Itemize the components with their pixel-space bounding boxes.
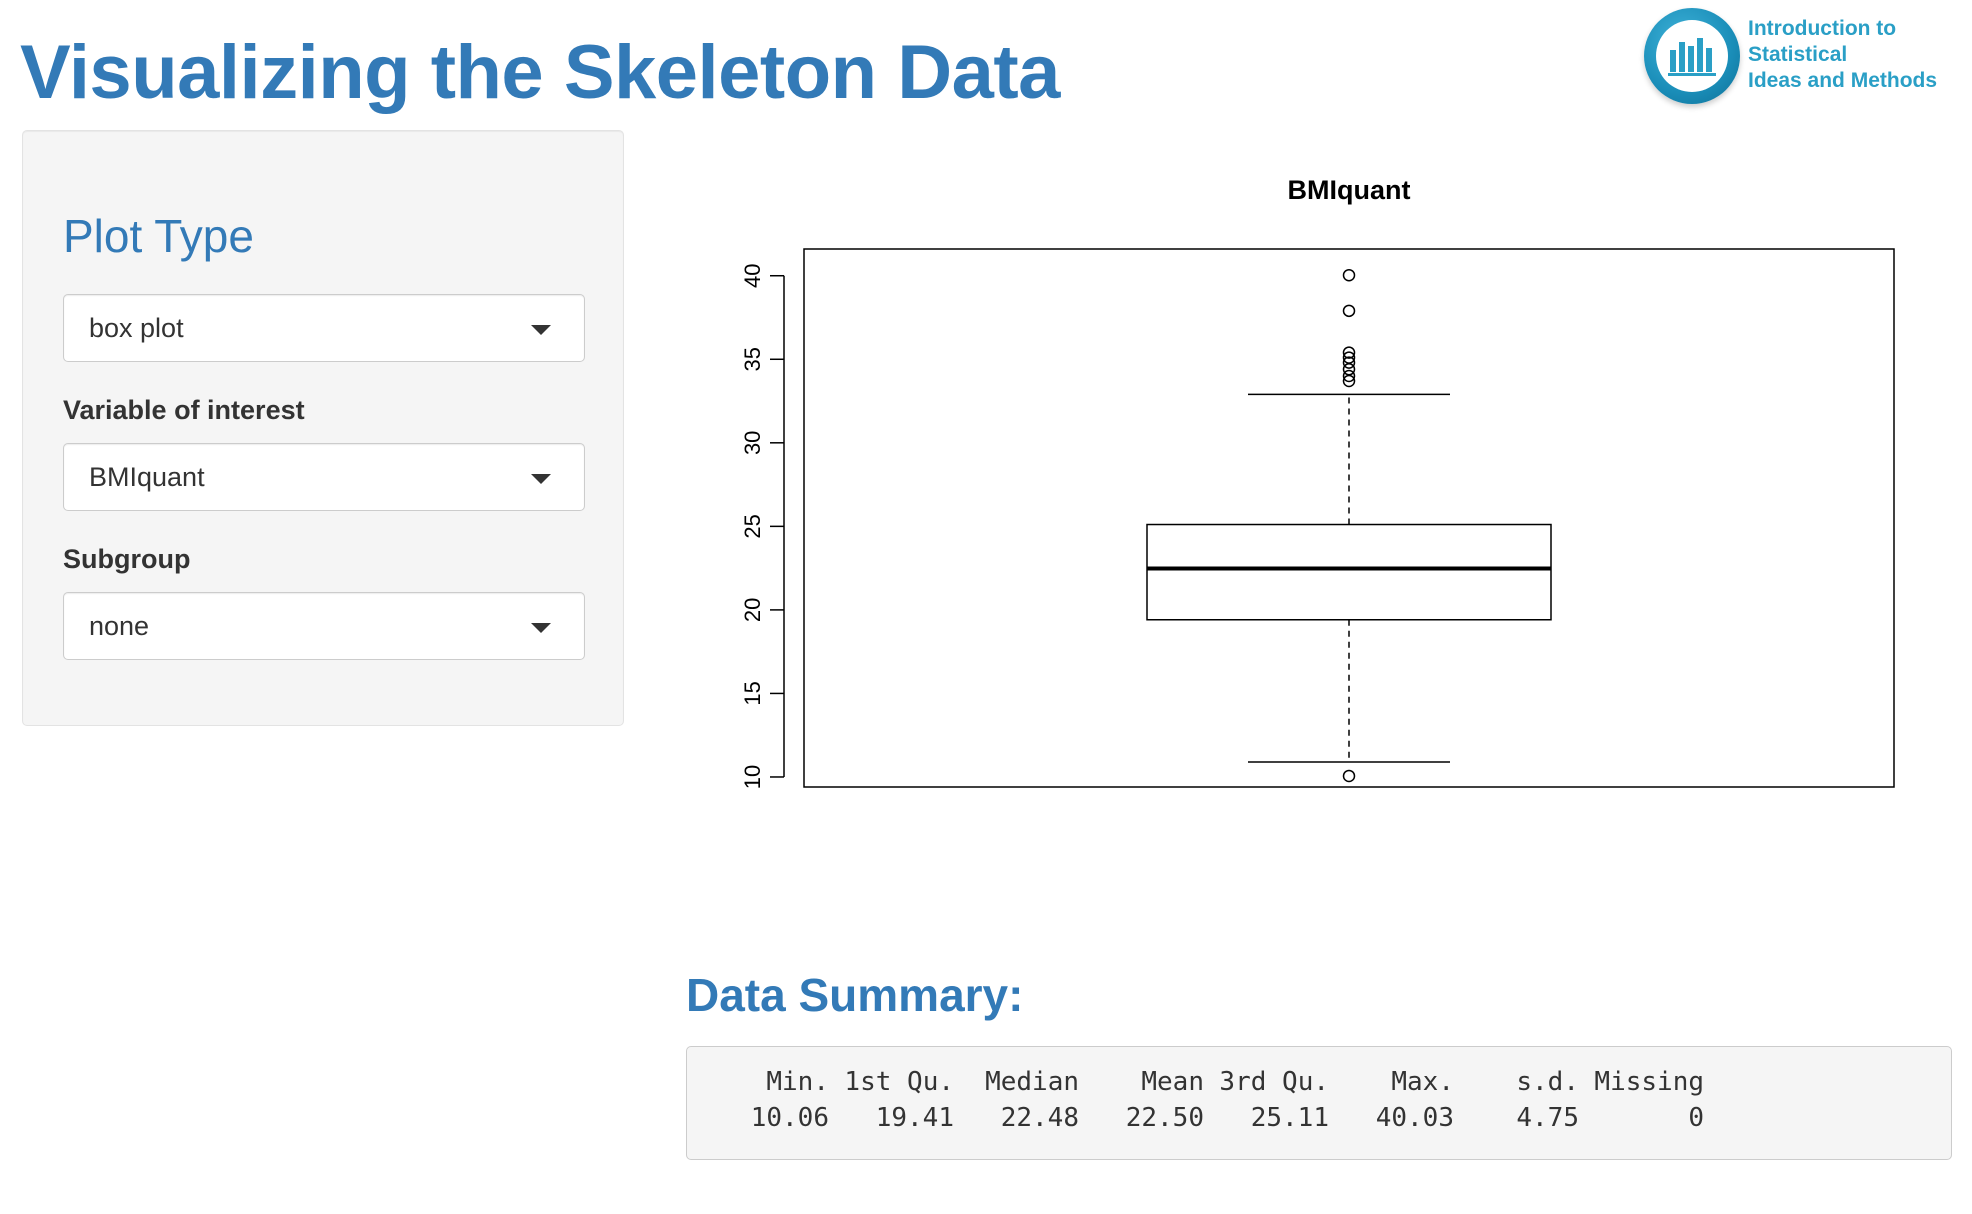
summary-value-cell: 25.11 [1250,1103,1329,1133]
logo-text: Introduction to Statistical Ideas and Me… [1748,16,1937,94]
y-tick-label: 15 [740,681,765,705]
iqr-box [1146,523,1552,621]
logo-badge [1644,8,1740,104]
y-tick-label: 20 [740,598,765,622]
y-tick-label: 30 [740,431,765,455]
box-plot-chart: BMIquant 10 15 20 25 30 35 40 [690,150,1950,810]
chevron-down-icon [531,623,551,633]
variable-label: Variable of interest [63,395,305,425]
plot-type-select[interactable]: box plot [63,294,585,362]
variable-select[interactable]: BMIquant [63,443,585,511]
summary-value-cell: 0 [1688,1103,1704,1133]
course-logo: Introduction to Statistical Ideas and Me… [1644,8,1954,112]
summary-value-cell: 22.50 [1125,1103,1204,1133]
y-tick-label: 35 [740,347,765,371]
summary-header-cell: 1st Qu. [844,1067,954,1097]
outlier-point [1342,304,1356,318]
outlier-point [1342,346,1356,359]
bar-chart-icon [1668,38,1716,76]
summary-value-cell: 10.06 [750,1103,829,1133]
summary-header-cell: Max. [1391,1067,1454,1097]
summary-header-cell: Median [985,1067,1079,1097]
plot-frame [803,248,1895,788]
chevron-down-icon [531,474,551,484]
y-tick-label: 10 [740,765,765,789]
summary-header-cell: 3rd Qu. [1219,1067,1329,1097]
summary-header-row: Min. 1st Qu. Median Mean 3rd Qu. Max. s.d. Miss… [687,1067,1951,1101]
outlier-point [1342,268,1356,282]
chevron-down-icon [531,325,551,335]
summary-header-cell: Mean [1141,1067,1204,1097]
summary-header-cell: s.d. [1516,1067,1579,1097]
y-tick-label: 40 [740,263,765,287]
summary-heading: Data Summary: [686,969,1024,1021]
logo-line: Introduction to [1748,17,1897,40]
chart-canvas: BMIquant 10 15 20 25 30 35 40 [740,175,1895,789]
page-title: Visualizing the Skeleton Data [20,30,1060,115]
summary-value-row: 10.06 19.41 22.48 22.50 25.11 40.03 4.75 0 [687,1103,1951,1137]
summary-value-cell: 4.75 [1516,1103,1579,1133]
summary-value-cell: 22.48 [1000,1103,1079,1133]
y-tick-label: 25 [740,514,765,538]
outlier-point [1342,356,1356,369]
subgroup-select[interactable]: none [63,592,585,660]
summary-table: Min. 1st Qu. Median Mean 3rd Qu. Max. s.d. Miss… [686,1046,1952,1160]
summary-header-cell: Min. [766,1067,829,1097]
subgroup-label: Subgroup [63,544,191,574]
sidebar-panel: Plot Type box plot Variable of interest … [22,130,624,726]
subgroup-value: none [89,611,150,641]
plot-type-value: box plot [89,313,184,343]
summary-value-cell: 19.41 [875,1103,954,1133]
variable-value: BMIquant [89,462,205,492]
logo-line: Statistical [1748,43,1848,66]
logo-line: Ideas and Methods [1748,69,1938,92]
outlier-point [1342,369,1356,383]
outlier-point [1342,351,1356,364]
summary-value-cell: 40.03 [1375,1103,1454,1133]
plot-type-heading: Plot Type [63,210,254,262]
summary-header-cell: Missing [1594,1067,1704,1097]
chart-title: BMIquant [1288,175,1411,205]
outlier-point [1342,769,1356,783]
